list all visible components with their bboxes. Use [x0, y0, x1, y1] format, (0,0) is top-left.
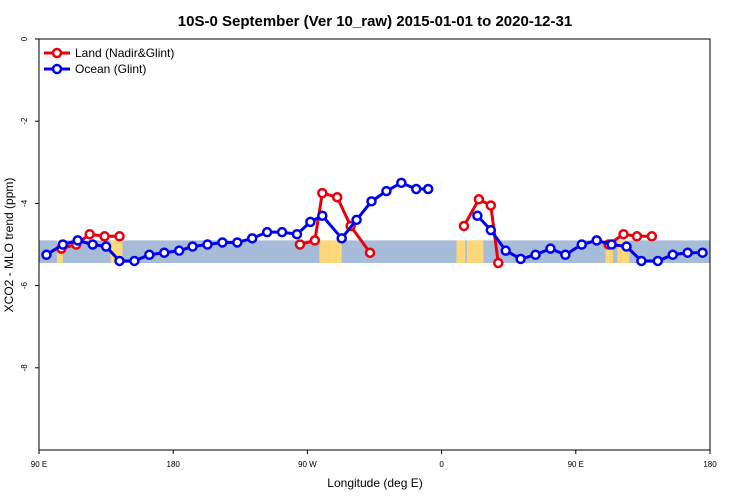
series-1-point-0-6 — [129, 255, 140, 267]
series-0-point-2-3 — [493, 257, 504, 269]
series-1-point-1-7 — [576, 239, 588, 250]
series-1-point-1-13 — [667, 249, 678, 261]
series-1-point-0-15 — [261, 226, 273, 238]
series-0-point-1-5 — [364, 247, 376, 258]
land-band-5 — [466, 240, 484, 263]
series-1-point-0-8 — [159, 247, 170, 258]
series-1-point-0-23 — [381, 185, 392, 197]
series-1-point-0-17 — [291, 228, 303, 240]
series-1-point-1-12 — [652, 255, 664, 267]
x-tick-label-2: 90 W — [298, 460, 317, 469]
plot-frame — [38, 38, 711, 451]
series-1-point-0-26 — [422, 183, 434, 195]
series-1-point-0-12 — [217, 237, 228, 248]
series-1-point-0-10 — [187, 241, 198, 252]
series-0-point-1-1 — [309, 235, 321, 246]
series-1-point-0-21 — [351, 214, 362, 226]
land-band-4 — [456, 240, 466, 263]
series-0-point-1-2 — [317, 187, 328, 199]
series-1-point-0-11 — [202, 239, 213, 250]
series-1-point-0-13 — [232, 237, 243, 248]
series-layer — [41, 177, 708, 269]
series-1-point-1-3 — [515, 253, 526, 265]
series-0-point-2-2 — [485, 200, 497, 211]
land-band-6 — [605, 240, 614, 263]
series-0-point-0-2 — [84, 228, 95, 240]
series-1-point-0-20 — [336, 233, 347, 244]
series-1-point-0-9 — [173, 245, 185, 256]
x-axis-label: Longitude (deg E) — [327, 476, 422, 490]
series-1-point-1-10 — [621, 241, 632, 252]
series-1-point-1-14 — [682, 247, 693, 258]
y-tick-label-2: -4 — [20, 199, 29, 207]
series-1-point-1-2 — [500, 245, 511, 256]
series-1-point-1-1 — [485, 224, 497, 236]
y-tick-label-3: -6 — [20, 281, 29, 289]
series-1-point-0-2 — [72, 235, 84, 246]
series-1 — [41, 177, 708, 267]
x-tick-label-4: 90 E — [568, 460, 584, 469]
series-1-point-0-16 — [276, 226, 288, 238]
land-band-7 — [617, 240, 630, 263]
legend: Land (Nadir&Glint) Ocean (Glint) — [44, 46, 174, 76]
x-tick-label-3: 0 — [439, 460, 444, 469]
y-axis-label: XCO2 - MLO trend (ppm) — [2, 178, 16, 313]
series-0-point-2-1 — [473, 194, 485, 205]
series-1-point-1-6 — [560, 249, 571, 261]
series-0-line-3 — [607, 232, 652, 246]
series-1-point-1-15 — [697, 247, 708, 258]
series-1-point-0-25 — [411, 183, 422, 195]
x-tick-label-5: 180 — [703, 460, 717, 469]
axes-layer: 90 E 180 90 W 0 90 E 180 0 -2 -4 -6 -8 — [20, 36, 717, 469]
series-1-point-0-18 — [305, 216, 316, 228]
y-tick-label-1: -2 — [20, 117, 29, 125]
series-1-point-0-0 — [41, 249, 52, 261]
legend-ocean-marker — [51, 63, 63, 75]
chart-title: 10S-0 September (Ver 10_raw) 2015-01-01 … — [178, 13, 572, 30]
series-1-point-0-7 — [144, 249, 155, 261]
series-0-point-3-2 — [631, 231, 643, 242]
series-1-point-1-4 — [530, 249, 541, 261]
series-1-point-1-9 — [606, 239, 617, 250]
series-0-point-2-0 — [458, 220, 470, 232]
legend-land-marker — [51, 47, 63, 59]
series-0-point-0-4 — [114, 231, 125, 242]
series-0-point-0-3 — [99, 231, 110, 242]
series-1-point-1-8 — [591, 235, 602, 246]
legend-land-label: Land (Nadir&Glint) — [75, 46, 174, 60]
series-1-point-0-5 — [114, 255, 125, 267]
series-1-point-0-22 — [366, 196, 377, 207]
series-0-point-1-0 — [294, 239, 306, 250]
series-1-point-1-11 — [636, 255, 647, 267]
x-tick-label-1: 180 — [167, 460, 181, 469]
series-1-point-0-14 — [246, 233, 258, 244]
series-0-point-1-3 — [331, 191, 343, 203]
series-1-point-0-24 — [396, 177, 407, 189]
series-1-point-0-4 — [100, 241, 112, 252]
series-1-line-1 — [476, 214, 703, 263]
series-1-point-0-1 — [57, 239, 69, 250]
y-tick-label-4: -8 — [20, 364, 29, 372]
land-band-3 — [328, 240, 342, 263]
series-1-point-0-3 — [87, 239, 98, 250]
series-1-point-0-19 — [317, 210, 328, 221]
series-1-point-1-0 — [472, 210, 483, 221]
x-tick-label-0: 90 E — [31, 460, 47, 469]
series-0-point-3-1 — [618, 228, 629, 240]
series-0-point-3-3 — [646, 231, 658, 242]
land-band-1 — [110, 240, 123, 263]
land-band-2 — [319, 240, 329, 263]
legend-ocean-label: Ocean (Glint) — [75, 62, 146, 76]
y-tick-label-0: 0 — [20, 36, 29, 41]
series-1-point-1-5 — [545, 243, 556, 254]
